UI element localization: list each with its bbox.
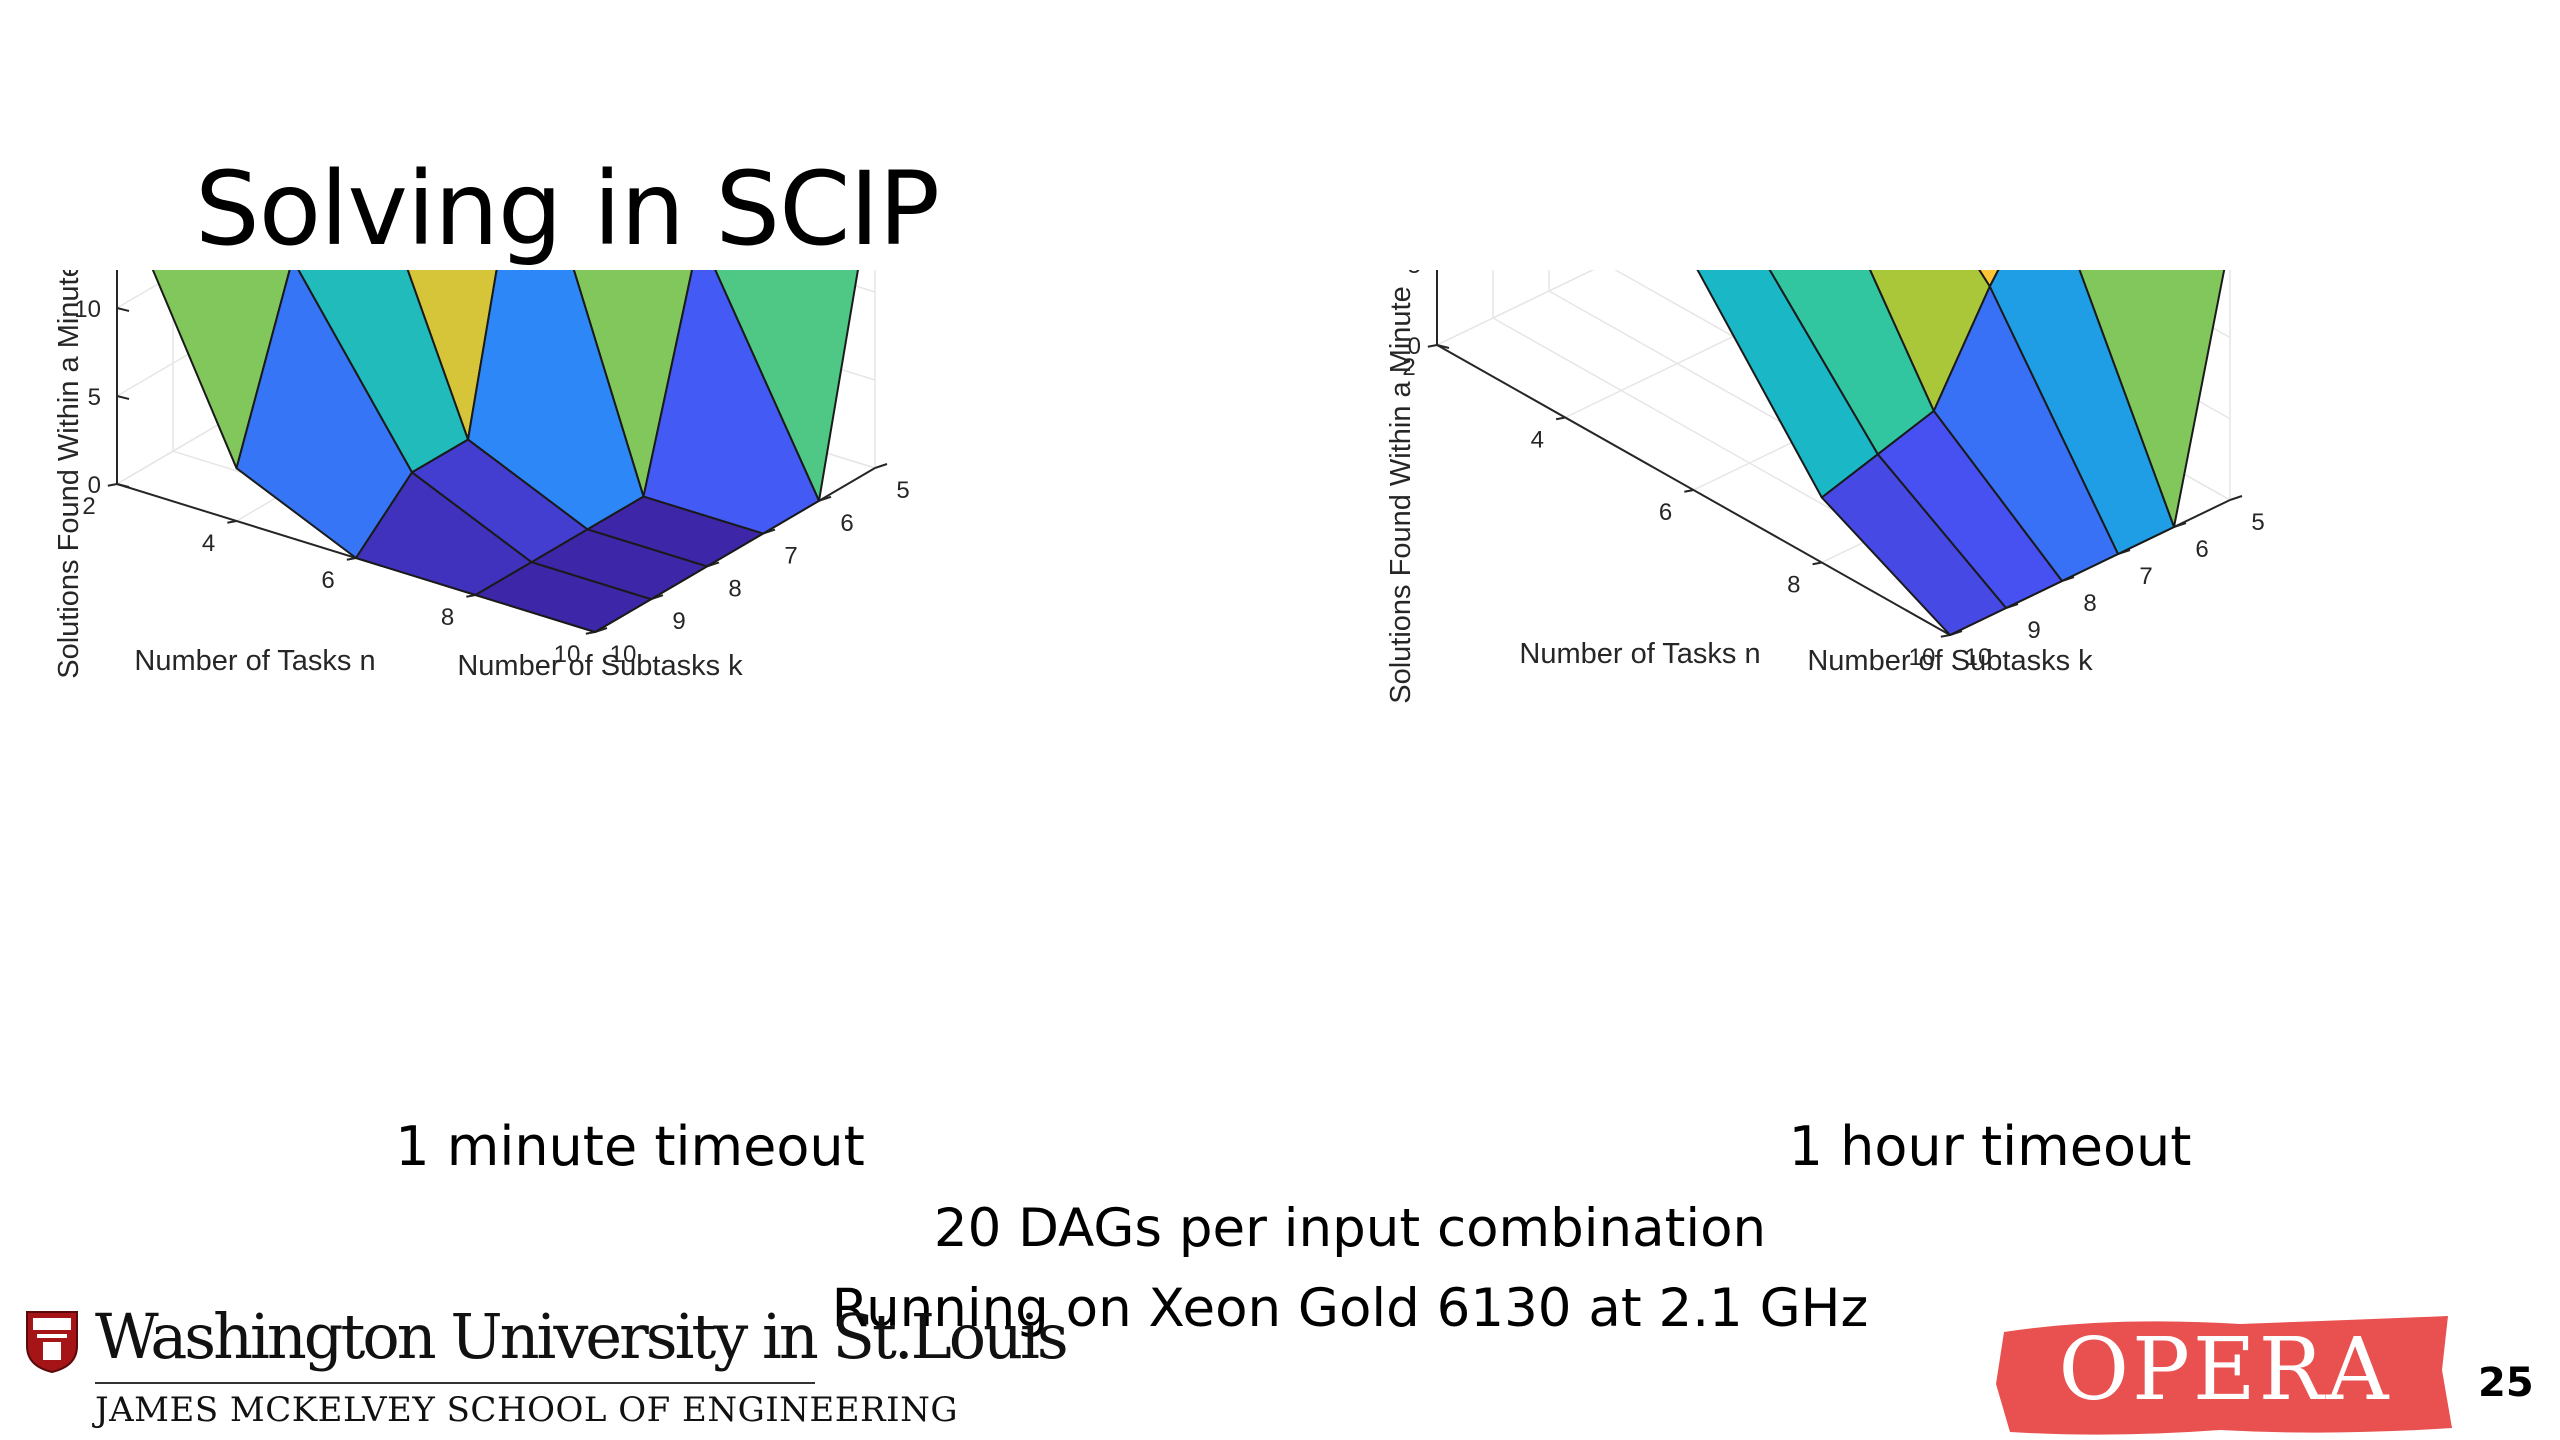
z-tick-label: 0	[1408, 333, 1421, 360]
opera-badge-background	[1996, 1316, 2452, 1435]
x-tick	[227, 520, 237, 524]
x-tick-label: 8	[1787, 572, 1800, 599]
z-tick	[116, 395, 130, 400]
z-tick-label: 0	[88, 472, 101, 499]
y-tick-label: 9	[2027, 617, 2040, 644]
z-axis-label: Solutions Found Within a Minute	[53, 270, 85, 679]
logo-divider	[95, 1382, 815, 1384]
y-tick-label: 8	[728, 575, 741, 602]
z-tick	[1436, 344, 1450, 349]
x-tick-label: 4	[1531, 427, 1544, 454]
surface-mesh	[1696, 270, 2226, 636]
caption-1-minute: 1 minute timeout	[395, 1115, 865, 1178]
x-tick	[1684, 489, 1694, 493]
opera-badge-text: OPERA	[2058, 1320, 2392, 1420]
z-axis-label: Solutions Found Within a Minute	[1385, 286, 1417, 704]
note-dags: 20 DAGs per input combination	[933, 1198, 1767, 1259]
y-tick-label: 10	[1965, 644, 1992, 671]
z-tick-label: 10	[74, 296, 101, 323]
wall-grid-line	[1436, 270, 1595, 346]
x-tick	[1940, 634, 1951, 638]
x-tick	[1812, 561, 1822, 566]
x-tick	[1555, 416, 1566, 421]
x-tick-label: 10	[1909, 644, 1936, 671]
y-tick	[2229, 495, 2243, 501]
x-tick	[1427, 344, 1438, 348]
y-tick-label: 6	[2195, 536, 2208, 563]
y-tick-label: 10	[610, 641, 637, 668]
x-tick-label: 6	[321, 567, 334, 594]
caption-1-hour: 1 hour timeout	[1788, 1115, 2192, 1178]
page-number: 25	[2478, 1360, 2534, 1406]
y-tick	[874, 463, 888, 469]
x-axis-label: Number of Tasks n	[134, 645, 375, 677]
surface-patch	[1820, 453, 2007, 636]
x-tick-label: 8	[441, 604, 454, 631]
x-tick	[107, 483, 118, 487]
opera-badge: OPERA	[1990, 1310, 2460, 1440]
y-tick-label: 7	[2139, 563, 2152, 590]
y-tick-label: 5	[896, 477, 909, 504]
surface-plot-1-minute-svg: 246810567891005101520Number of Tasks nNu…	[53, 270, 910, 682]
surface-plot-1-hour: 246810567891005101520Number of Tasks nNu…	[1380, 270, 2500, 1110]
z-tick-label: 5	[1408, 270, 1421, 279]
surface-patch	[474, 561, 652, 633]
slide-title: Solving in SCIP	[195, 150, 940, 269]
surface-mesh	[151, 270, 859, 633]
university-shield-icon	[26, 1311, 78, 1374]
y-tick-label: 7	[784, 543, 797, 570]
x-tick-label: 2	[1402, 354, 1415, 381]
z-tick	[116, 307, 130, 312]
x-tick	[346, 557, 357, 561]
y-tick-label: 8	[2083, 590, 2096, 617]
x-tick-label: 10	[554, 641, 581, 668]
y-tick-label: 6	[840, 510, 853, 537]
y-tick	[818, 495, 832, 502]
note-hardware: Running on Xeon Gold 6130 at 2.1 GHz	[831, 1278, 1869, 1339]
university-name: Washington University in St.Louis	[95, 1300, 1069, 1373]
z-tick-label: 5	[88, 384, 101, 411]
y-tick-label: 9	[672, 608, 685, 635]
y-axis-label: Number of Subtasks k	[1807, 645, 2093, 677]
x-axis-label: Number of Tasks n	[1519, 638, 1760, 670]
z-tick	[116, 483, 130, 488]
surface-plot-1-hour-svg: 246810567891005101520Number of Tasks nNu…	[1385, 270, 2265, 704]
x-tick-label: 2	[82, 493, 95, 520]
y-tick	[2173, 522, 2187, 528]
y-axis-label: Number of Subtasks k	[457, 650, 743, 682]
surface-plot-1-minute: 246810567891005101520Number of Tasks nNu…	[40, 270, 1160, 1110]
washu-logo: Washington University in St.Louis JAMES …	[25, 1300, 1069, 1440]
x-tick-label: 4	[202, 530, 215, 557]
y-tick-label: 5	[2251, 509, 2264, 536]
school-name: JAMES MCKELVEY SCHOOL OF ENGINEERING	[95, 1390, 958, 1430]
x-tick-label: 6	[1659, 499, 1672, 526]
